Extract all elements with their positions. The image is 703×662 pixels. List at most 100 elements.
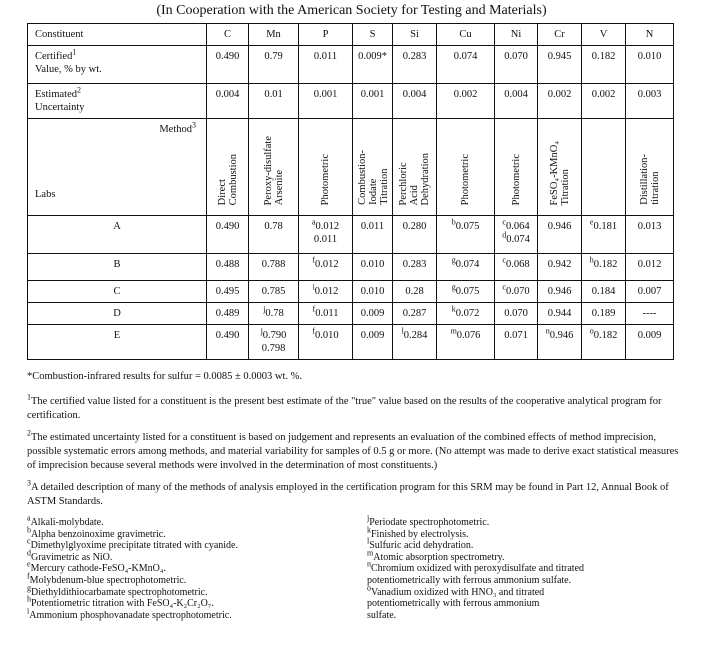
footnote-marker: 1 <box>27 392 31 402</box>
constituent-header: Constituent <box>27 23 207 46</box>
label-text: Uncertainty <box>35 102 85 113</box>
value: 0.28 <box>405 286 424 297</box>
method-cell: Photometric <box>298 118 353 216</box>
value-line: o0.182 <box>586 327 621 342</box>
footnote-marker: g <box>27 583 31 593</box>
footnote-text: Diethyldithiocarbamate spectrophotometri… <box>31 586 208 598</box>
method-footnote-marker: f <box>312 304 316 314</box>
value: 0.788 <box>261 259 286 270</box>
lab-value-cell: k0.072 <box>436 302 495 325</box>
lab-value-cell: 0.28 <box>392 280 437 303</box>
value-line: 0.283 <box>397 258 432 271</box>
lab-value-cell: g0.074 <box>436 253 495 281</box>
lab-value-cell: 0.070 <box>494 302 538 325</box>
value: 0.284 <box>403 330 428 341</box>
footnote-marker: c <box>27 536 31 546</box>
value-line: 0.009 <box>357 329 388 342</box>
method-footnote: kFinished by electrolysis. <box>367 526 687 541</box>
value-line: 0.944 <box>542 307 577 320</box>
value-line: h0.182 <box>586 255 621 271</box>
value: 0.78 <box>264 221 283 232</box>
method-footnote-marker: i <box>312 282 315 292</box>
lab-value-cell: b0.075 <box>436 215 495 254</box>
footnote-marker: k <box>367 525 371 535</box>
value-line: 0.012 <box>630 258 669 271</box>
uncertainty-value: 0.001 <box>352 83 393 119</box>
value-line: 0.78 <box>253 220 294 233</box>
value-line: 0.009 <box>357 307 388 320</box>
method-name: Combustion- Iodate Titration <box>357 150 390 205</box>
method-footnote: jPeriodate spectrophotometric. <box>367 514 687 529</box>
footnote-text: Alpha benzoinoxime gravimetric. <box>31 528 166 540</box>
value: 0.488 <box>215 259 240 270</box>
value-line: a0.012 <box>303 218 348 233</box>
footnote-marker: h <box>27 594 31 604</box>
footnote-marker: f <box>27 571 30 581</box>
certified-value: 0.182 <box>581 45 626 84</box>
lab-row: A 0.490 0.78 a0.012 0.011 0.011 0.280 b0.075 c0.… <box>27 215 674 254</box>
footnote-marker: 1 <box>72 47 77 57</box>
lab-name: C <box>27 280 207 303</box>
value: 0.009 <box>360 308 385 319</box>
value: 0.944 <box>547 308 572 319</box>
notes-section: *Combustion-infrared results for sulfur … <box>27 370 687 621</box>
method-footnote: aAlkali-molybdate. <box>27 514 367 529</box>
method-footnote: eMercury cathode-FeSO₄-KMnO₄. <box>27 561 367 575</box>
lab-value-cell: c0.064 d0.074 <box>494 215 538 254</box>
value: 0.072 <box>455 308 480 319</box>
value: 0.012 <box>314 286 339 297</box>
lab-name: A <box>27 215 207 254</box>
method-footnote-marker: e <box>589 217 594 227</box>
value-line: 0.495 <box>211 285 244 298</box>
value-line: 0.788 <box>253 258 294 271</box>
lab-value-cell: 0.785 <box>248 280 299 303</box>
value-line: 0.287 <box>397 307 432 320</box>
value: 0.012 <box>315 259 339 270</box>
value: 0.790 <box>262 330 287 341</box>
value: 0.942 <box>547 259 572 270</box>
lab-name: D <box>27 302 207 325</box>
element-header: Si <box>392 23 437 46</box>
method-footnote-marker: g <box>451 282 456 292</box>
uncertainty-value: 0.003 <box>625 83 674 119</box>
lab-value-cell: a0.012 0.011 <box>298 215 353 254</box>
method-cell: Perchloric Acid Dehydration <box>392 118 437 216</box>
value: 0.012 <box>315 221 340 232</box>
certified-value: 0.074 <box>436 45 495 84</box>
certified-value: 0.490 <box>206 45 249 84</box>
footnote-3: 3A detailed description of many of the m… <box>27 479 687 509</box>
document-title: (In Cooperation with the American Societ… <box>156 3 547 18</box>
value-line: c0.064 <box>499 218 533 233</box>
lab-value-cell: m0.076 <box>436 324 495 360</box>
value: ---- <box>642 308 657 319</box>
footnote-text: Atomic absorption spectrometry. <box>373 551 505 563</box>
value-line: c0.068 <box>499 256 533 271</box>
method-name: Photometric <box>510 153 522 205</box>
lab-value-cell: 0.184 <box>581 280 626 303</box>
method-footnote-marker: h <box>589 255 594 265</box>
value: 0.489 <box>215 308 240 319</box>
lab-value-cell: n0.946 <box>537 324 582 360</box>
value: 0.011 <box>315 308 339 319</box>
lab-value-cell: 0.946 <box>537 280 582 303</box>
method-footnote: mAtomic absorption spectrometry. <box>367 549 687 564</box>
lab-value-cell: 0.010 <box>352 280 393 303</box>
method-footnote: lSulfuric acid dehydration. <box>367 536 687 552</box>
method-cell: Combustion- Iodate Titration <box>352 118 393 216</box>
value: 0.798 <box>261 343 286 354</box>
value: 0.013 <box>637 221 662 232</box>
lab-value-cell: 0.490 <box>206 215 249 254</box>
value-line: 0.184 <box>586 285 621 298</box>
value-line: 0.946 <box>542 220 577 233</box>
uncertainty-value: 0.004 <box>494 83 538 119</box>
value: 0.010 <box>360 286 385 297</box>
certified-value: 0.79 <box>248 45 299 84</box>
element-header: V <box>581 23 626 46</box>
lab-value-cell: h0.182 <box>581 253 626 281</box>
certified-value: 0.070 <box>494 45 538 84</box>
footnote-marker: l <box>367 536 370 546</box>
footnote-text: Sulfuric acid dehydration. <box>369 540 474 552</box>
lab-value-cell: 0.010 <box>352 253 393 281</box>
value: 0.495 <box>215 286 240 297</box>
certified-value: 0.010 <box>625 45 674 84</box>
